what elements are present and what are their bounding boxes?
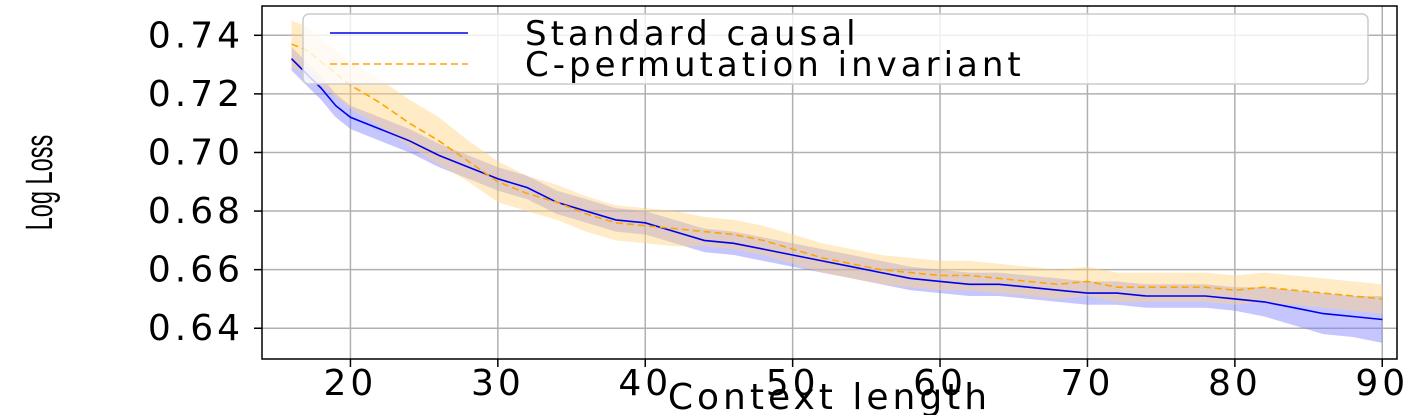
x-axis-label: Context length (668, 377, 991, 415)
x-tick-label-70: 70 (1061, 363, 1115, 404)
y-tick-label-4: 0.72 (148, 74, 244, 115)
x-tick-label-90: 90 (1355, 363, 1409, 404)
y-tick-label-2: 0.68 (148, 191, 244, 232)
x-tick-label-30: 30 (471, 363, 525, 404)
y-tick-label-0: 0.64 (148, 308, 244, 349)
y-tick-label-5: 0.74 (148, 15, 244, 56)
legend-label-1: C-permutation invariant (525, 45, 1025, 85)
series-0-line (290, 58, 1383, 321)
y-axis-label: Log Loss (17, 135, 60, 231)
y-tick-label-1: 0.66 (148, 250, 244, 291)
x-tick-label-80: 80 (1208, 363, 1262, 404)
series-1-band (291, 20, 1383, 314)
x-tick-label-50: 50 (766, 363, 820, 404)
y-tick-label-3: 0.70 (148, 132, 244, 173)
plot-frame (261, 5, 1398, 360)
series-0-band (291, 47, 1383, 343)
x-axis-ticks: 20 30 40 50 60 70 80 90 (324, 359, 1409, 404)
x-tick-label-20: 20 (324, 363, 378, 404)
x-tick-label-40: 40 (618, 363, 672, 404)
y-axis-ticks: 0.64 0.66 0.68 0.70 0.72 0.74 (148, 15, 262, 349)
x-tick-label-60: 60 (913, 363, 967, 404)
series-lines (290, 43, 1383, 321)
confidence-bands (291, 20, 1383, 343)
series-1-line (291, 43, 1383, 300)
legend-label-0: Standard causal (525, 14, 860, 54)
legend-box (302, 13, 1369, 85)
